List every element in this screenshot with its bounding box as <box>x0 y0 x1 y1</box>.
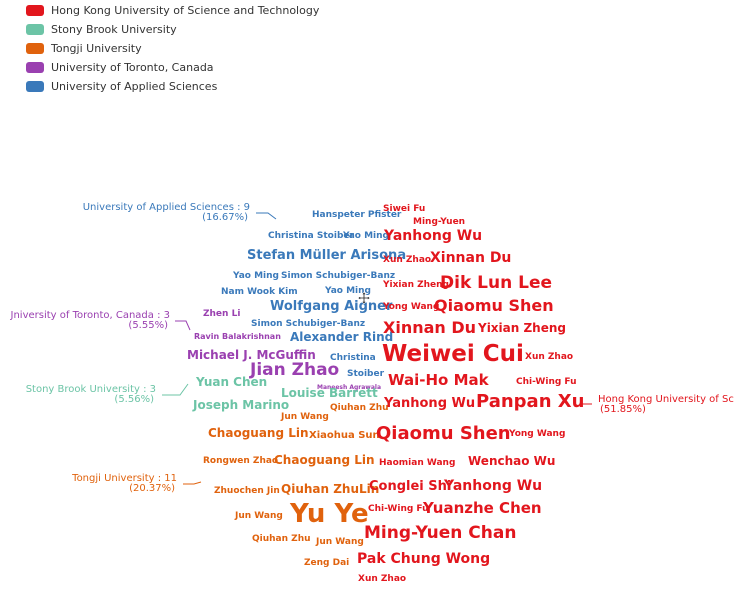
word-cloud-term[interactable]: Simon Schubiger-Banz <box>251 319 365 329</box>
word-cloud-term[interactable]: Xun Zhao <box>525 352 573 362</box>
word-cloud-term[interactable]: Alexander Rind <box>290 330 393 344</box>
word-cloud-term[interactable]: Panpan Xu <box>476 391 584 412</box>
callout-percent: (20.37%) <box>129 483 175 494</box>
callout-label: Stony Brook University : 3 <box>26 384 156 395</box>
word-cloud-term[interactable]: Siwei Fu <box>383 204 425 214</box>
legend-label: University of Applied Sciences <box>51 80 218 93</box>
word-cloud-term[interactable]: Jun Wang <box>280 412 329 422</box>
word-cloud-term[interactable]: Yao Ming <box>232 271 279 281</box>
word-cloud-term[interactable]: Qiuhan Zhu <box>252 534 311 544</box>
word-cloud-term[interactable]: Yanhong Wu <box>383 228 482 244</box>
word-cloud-term[interactable]: Louise Barrett <box>281 386 378 400</box>
word-cloud-term[interactable]: Jian Zhao <box>249 360 339 380</box>
callout-leader-line <box>183 481 202 485</box>
callout-leader-line <box>162 383 189 396</box>
legend-item-applied-sciences[interactable]: University of Applied Sciences <box>26 77 319 96</box>
legend: Hong Kong University of Science and Tech… <box>26 1 319 96</box>
callout-leader-line <box>256 212 277 220</box>
word-cloud-term[interactable]: Rongwen Zhao <box>203 456 278 466</box>
callout-label: Tongji University : 11 <box>71 473 177 484</box>
word-cloud-term[interactable]: Yuan Chen <box>195 375 267 389</box>
word-cloud-term[interactable]: Xinnan Du <box>383 318 476 337</box>
callout-percent: (5.55%) <box>128 320 168 331</box>
word-cloud-term[interactable]: Chaoguang Lin <box>208 426 309 440</box>
word-cloud-term[interactable]: Stefan Müller Arisona <box>247 248 406 263</box>
word-cloud-term[interactable]: Yanhong Wu <box>443 478 542 494</box>
word-cloud-term[interactable]: Yong Wang <box>382 302 439 312</box>
legend-swatch-applied-sciences <box>26 81 44 92</box>
word-cloud-term[interactable]: Michael J. McGuffin <box>187 348 316 362</box>
callout-percent: (16.67%) <box>202 212 248 223</box>
callout-label: Hong Kong University of Scier <box>598 394 734 405</box>
word-cloud-term[interactable]: Ming-Yuen Chan <box>364 523 516 543</box>
legend-item-toronto[interactable]: University of Toronto, Canada <box>26 58 319 77</box>
word-cloud-term[interactable]: Pak Chung Wong <box>357 551 490 567</box>
word-cloud-term[interactable]: Xiaohua Sun <box>309 430 380 441</box>
word-cloud-term[interactable]: Chi-Wing Fu <box>516 377 577 387</box>
legend-item-stony-brook[interactable]: Stony Brook University <box>26 20 319 39</box>
legend-swatch-tongji <box>26 43 44 54</box>
word-cloud-term[interactable]: Yuanzhe Chen <box>422 499 542 517</box>
callout-label: Jniversity of Toronto, Canada : 3 <box>10 310 170 321</box>
word-cloud-term[interactable]: Maneesh Agrawala <box>317 384 381 391</box>
legend-swatch-stony-brook <box>26 24 44 35</box>
word-cloud-term[interactable]: Chi-Wing Fu <box>368 504 429 514</box>
word-cloud-term[interactable]: Qiaomu Shen <box>376 423 511 444</box>
word-cloud-term[interactable]: Christina Stoiber <box>268 231 354 241</box>
word-cloud-term[interactable]: Weiwei Cui <box>382 341 524 367</box>
word-cloud-term[interactable]: Yixian Zheng <box>382 280 449 290</box>
legend-label: University of Toronto, Canada <box>51 61 214 74</box>
callout-leader-line <box>175 320 191 331</box>
word-cloud-term[interactable]: Chaoguang Lin <box>274 453 375 467</box>
legend-label: Stony Brook University <box>51 23 177 36</box>
word-cloud-term[interactable]: Yanhong Wu <box>383 396 475 411</box>
word-cloud-term[interactable]: Yong Wang <box>508 429 565 439</box>
word-cloud-term[interactable]: Jun Wang <box>315 537 364 547</box>
legend-swatch-hkust <box>26 5 44 16</box>
word-cloud-term[interactable]: Simon Schubiger-Banz <box>281 271 395 281</box>
word-cloud-term[interactable]: Yao Ming <box>324 286 371 296</box>
word-cloud-term[interactable]: Ravin Balakrishnan <box>194 332 281 341</box>
word-cloud-term[interactable]: Dik Lun Lee <box>440 273 552 293</box>
word-cloud-term[interactable]: Zeng Dai <box>304 558 349 568</box>
word-cloud-term[interactable]: Haomian Wang <box>379 458 455 468</box>
callout-percent: (51.85%) <box>600 404 646 415</box>
word-cloud-term[interactable]: Zhen Li <box>203 309 240 319</box>
word-cloud-term[interactable]: Xun Zhao <box>358 574 406 584</box>
word-cloud-term[interactable]: Qiaomu Shen <box>434 296 554 315</box>
word-cloud-term[interactable]: Wenchao Wu <box>468 454 555 468</box>
legend-item-hkust[interactable]: Hong Kong University of Science and Tech… <box>26 1 319 20</box>
callout-label: University of Applied Sciences : 9 <box>83 202 250 213</box>
callout-percent: (5.56%) <box>114 394 154 405</box>
word-cloud-term[interactable]: Christina <box>330 353 376 363</box>
word-cloud-term[interactable]: Wolfgang Aigner <box>270 299 393 314</box>
word-cloud-term[interactable]: Xinnan Du <box>430 250 511 266</box>
legend-label: Hong Kong University of Science and Tech… <box>51 4 320 17</box>
word-cloud-term[interactable]: Stoiber <box>347 369 385 379</box>
word-cloud-term[interactable]: Qiuhan Zhu <box>330 403 389 413</box>
word-cloud-term[interactable]: Jun Wang <box>234 511 283 521</box>
legend-label: Tongji University <box>51 42 142 55</box>
word-cloud-term[interactable]: Wai-Ho Mak <box>388 371 490 389</box>
word-cloud-term[interactable]: Qiuhan ZhuLin <box>281 482 379 496</box>
word-cloud-term[interactable]: Conglei Shi <box>369 479 451 494</box>
legend-swatch-toronto <box>26 62 44 73</box>
word-cloud-term[interactable]: Yu Ye <box>289 499 369 529</box>
word-cloud-term[interactable]: Zhuochen Jin <box>214 486 280 496</box>
word-cloud-term[interactable]: Yixian Zheng <box>477 321 566 335</box>
legend-item-tongji[interactable]: Tongji University <box>26 39 319 58</box>
word-cloud-term[interactable]: Nam Wook Kim <box>221 287 298 297</box>
word-cloud-term[interactable]: Yao Ming <box>342 231 389 241</box>
word-cloud-term[interactable]: Xun Zhao <box>383 255 431 265</box>
word-cloud-term[interactable]: Hanspeter Pfister <box>312 210 402 220</box>
word-cloud-term[interactable]: Joseph Marino <box>192 398 289 412</box>
word-cloud-term[interactable]: Ming-Yuen <box>413 217 465 227</box>
